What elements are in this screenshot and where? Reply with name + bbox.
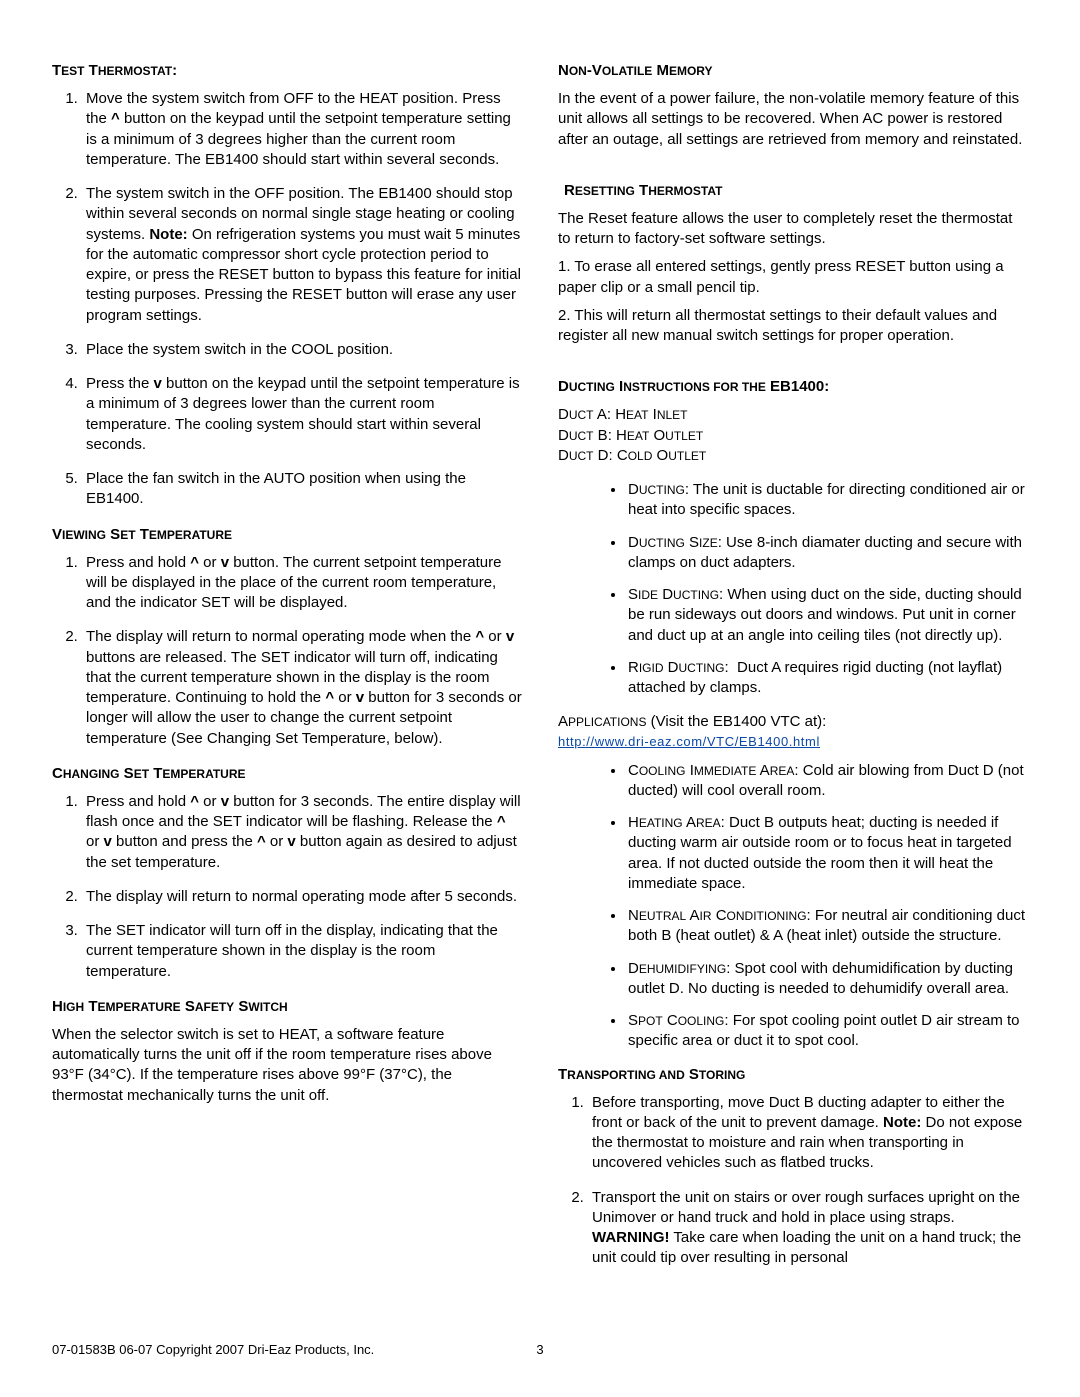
list-item: The SET indicator will turn off in the d…	[82, 921, 522, 982]
list-item: Before transporting, move Duct B ducting…	[588, 1093, 1028, 1174]
list-item: Move the system switch from OFF to the H…	[82, 89, 522, 170]
heading-viewing-set-temp: VIEWING SET TEMPERATURE	[52, 526, 522, 543]
list-item: Place the fan switch in the AUTO positio…	[82, 469, 522, 510]
para-high-temp-safety: When the selector switch is set to HEAT,…	[52, 1025, 522, 1106]
two-column-layout: TEST THERMOSTAT: Move the system switch …	[52, 56, 1028, 1285]
list-changing-set-temp: Press and hold ^ or v button for 3 secon…	[52, 792, 522, 982]
list-item: The display will return to normal operat…	[82, 627, 522, 749]
bullet-item: RIGID DUCTING: Duct A requires rigid duc…	[626, 658, 1028, 699]
heading-transporting: TRANSPORTING AND STORING	[558, 1066, 1028, 1083]
heading-changing-set-temp: CHANGING SET TEMPERATURE	[52, 765, 522, 782]
applications-block: APPLICATIONS (Visit the EB1400 VTC at): …	[558, 712, 1028, 750]
heading-test-thermostat: TEST THERMOSTAT:	[52, 62, 522, 79]
duct-a: DUCT A: HEAT INLET	[558, 405, 1028, 425]
list-item: Transport the unit on stairs or over rou…	[588, 1188, 1028, 1269]
bullet-item: SPOT COOLING: For spot cooling point out…	[626, 1011, 1028, 1052]
left-column: TEST THERMOSTAT: Move the system switch …	[52, 56, 522, 1285]
list-item: Press and hold ^ or v button. The curren…	[82, 553, 522, 614]
bullet-item: NEUTRAL AIR CONDITIONING: For neutral ai…	[626, 906, 1028, 947]
page-number: 3	[536, 1342, 543, 1357]
list-item: Press the v button on the keypad until t…	[82, 374, 522, 455]
step-reset-1: 1. To erase all entered settings, gently…	[558, 257, 1028, 298]
applications-label: APPLICATIONS (Visit the EB1400 VTC at):	[558, 712, 1028, 732]
para-non-volatile: In the event of a power failure, the non…	[558, 89, 1028, 150]
list-item: The system switch in the OFF position. T…	[82, 184, 522, 326]
duct-list: DUCT A: HEAT INLET DUCT B: HEAT OUTLET D…	[558, 405, 1028, 466]
bullet-item: SIDE DUCTING: When using duct on the sid…	[626, 585, 1028, 646]
para-resetting: The Reset feature allows the user to com…	[558, 209, 1028, 250]
duct-d: DUCT D: COLD OUTLET	[558, 446, 1028, 466]
heading-resetting: RESETTING THERMOSTAT	[564, 182, 1028, 199]
list-transporting: Before transporting, move Duct B ducting…	[558, 1093, 1028, 1269]
bullet-item: DUCTING: The unit is ductable for direct…	[626, 480, 1028, 521]
list-item: Place the system switch in the COOL posi…	[82, 340, 522, 360]
bullet-item: HEATING AREA: Duct B outputs heat; ducti…	[626, 813, 1028, 894]
heading-ducting: DUCTING INSTRUCTIONS FOR THE EB1400:	[558, 378, 1028, 395]
right-column: NON-VOLATILE MEMORY In the event of a po…	[558, 56, 1028, 1285]
bullet-item: COOLING IMMEDIATE AREA: Cold air blowing…	[626, 761, 1028, 802]
list-item: Press and hold ^ or v button for 3 secon…	[82, 792, 522, 873]
list-test-thermostat: Move the system switch from OFF to the H…	[52, 89, 522, 510]
heading-high-temp-safety: HIGH TEMPERATURE SAFETY SWITCH	[52, 998, 522, 1015]
applications-link[interactable]: http://www.dri-eaz.com/VTC/EB1400.html	[558, 734, 820, 749]
list-item: The display will return to normal operat…	[82, 887, 522, 907]
footer-copyright: 07-01583B 06-07 Copyright 2007 Dri-Eaz P…	[52, 1342, 374, 1357]
bullet-item: DEHUMIDIFYING: Spot cool with dehumidifi…	[626, 959, 1028, 1000]
bullets-applications: COOLING IMMEDIATE AREA: Cold air blowing…	[558, 761, 1028, 1052]
heading-non-volatile: NON-VOLATILE MEMORY	[558, 62, 1028, 79]
list-viewing-set-temp: Press and hold ^ or v button. The curren…	[52, 553, 522, 749]
step-reset-2: 2. This will return all thermostat setti…	[558, 306, 1028, 347]
bullet-item: DUCTING SIZE: Use 8-inch diamater ductin…	[626, 533, 1028, 574]
duct-b: DUCT B: HEAT OUTLET	[558, 426, 1028, 446]
bullets-ducting: DUCTING: The unit is ductable for direct…	[558, 480, 1028, 698]
